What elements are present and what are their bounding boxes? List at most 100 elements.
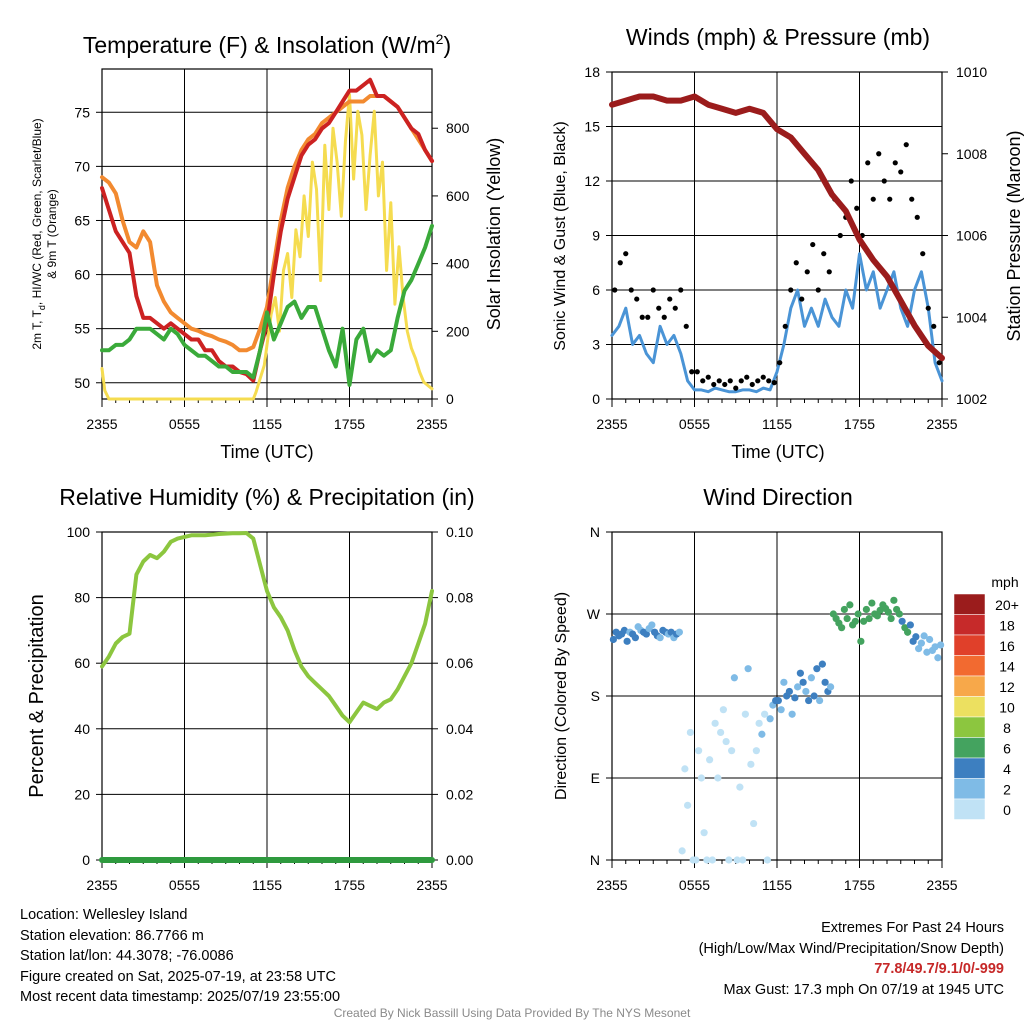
plot-area-2: 2355 0555 1155 1755 2355 0 20 40 60 80 100 0.00 0.02… <box>67 524 474 893</box>
legend-label: 18 <box>999 618 1015 634</box>
data-point <box>727 378 733 384</box>
x-tick-label: 2355 <box>596 877 627 893</box>
data-point <box>623 251 629 257</box>
data-point <box>683 323 689 329</box>
direction-point <box>802 687 810 696</box>
y-tick-label: 80 <box>74 590 90 606</box>
wdir-chart-title: Wind Direction <box>703 484 853 510</box>
x-tick-label: 2355 <box>596 416 627 432</box>
direction-point <box>904 628 912 636</box>
y-tick-label: 12 <box>584 173 600 189</box>
wind-x-axis-label: Time (UTC) <box>731 442 824 462</box>
direction-point <box>865 614 873 623</box>
y-tick-label: N <box>590 524 600 540</box>
y-tick-label: 55 <box>74 321 90 337</box>
x-tick-label: 2355 <box>926 416 957 432</box>
direction-point <box>711 719 719 727</box>
y-tick-label: 6 <box>592 282 600 298</box>
direction-point <box>876 606 884 614</box>
x-tick-label: 2355 <box>86 877 117 893</box>
direction-point <box>706 756 714 764</box>
direction-point <box>890 596 898 604</box>
data-point <box>694 369 700 375</box>
plot-area-3: 2355 0555 1155 1755 2355 N E S W N <box>587 524 958 893</box>
legend-swatch <box>953 757 986 779</box>
data-point <box>744 374 750 380</box>
legend-swatch <box>953 675 986 697</box>
y-tick-label: W <box>587 606 601 622</box>
y-tick-label: 0 <box>592 391 600 407</box>
direction-point <box>719 706 727 714</box>
data-point <box>628 287 634 293</box>
y-tick-label: E <box>591 770 600 786</box>
direction-point <box>821 678 829 686</box>
data-point <box>634 296 640 302</box>
direction-point <box>851 617 859 625</box>
x-tick-label: 0555 <box>679 416 710 432</box>
direction-point <box>755 719 763 727</box>
data-point <box>821 251 827 257</box>
direction-point <box>799 678 807 686</box>
direction-point <box>937 641 945 649</box>
y-tick-label: 70 <box>74 158 90 174</box>
data-point <box>722 381 728 388</box>
data-point <box>903 142 909 148</box>
y-tick-label: 65 <box>74 212 90 228</box>
direction-point <box>684 801 692 809</box>
y2-tick-label: 1004 <box>956 309 987 325</box>
data-point <box>656 305 662 311</box>
direction-point <box>794 683 802 691</box>
plot-border <box>101 68 433 400</box>
data-point <box>612 287 618 293</box>
x-tick-label: 2355 <box>416 416 447 432</box>
data-point <box>738 378 744 384</box>
y-tick-label: 40 <box>74 721 90 737</box>
data-point <box>617 260 623 266</box>
rh-y-axis-label: Percent & Precipitation <box>26 594 48 797</box>
y-tick-label: 60 <box>74 267 90 283</box>
direction-point <box>717 728 725 737</box>
plot-area-0: 2355 0555 1155 1755 2355 50 55 60 65 70 75 0 200 400 6… <box>74 68 470 432</box>
direction-point <box>642 630 650 638</box>
data-point <box>766 378 772 384</box>
extremes-info: Extremes For Past 24 Hours (High/Low/Max… <box>699 918 1004 1000</box>
figure-created: Figure created on Sat, 2025-07-19, at 23… <box>20 968 336 985</box>
direction-point <box>915 645 923 653</box>
legend-label: 4 <box>1003 761 1011 777</box>
direction-point <box>788 710 796 718</box>
data-point <box>793 260 799 266</box>
y-tick-label: 75 <box>74 104 90 120</box>
direction-point <box>807 674 815 682</box>
direction-point <box>774 696 782 705</box>
extremes-description: (High/Low/Max Wind/Precipitation/Snow De… <box>698 940 1004 957</box>
ylabel-subscript: d <box>37 305 47 310</box>
legend-label: 8 <box>1003 720 1011 736</box>
direction-point <box>752 747 760 755</box>
rh-chart-title: Relative Humidity (%) & Precipitation (i… <box>59 484 474 510</box>
y2-tick-label: 1008 <box>956 146 987 162</box>
x-tick-label: 2355 <box>416 877 447 893</box>
y-tick-label: 50 <box>74 375 90 391</box>
data-point <box>760 374 766 380</box>
direction-point <box>923 648 931 656</box>
series-line <box>100 531 434 725</box>
direction-point <box>620 626 628 635</box>
data-point <box>854 205 860 211</box>
data-point <box>837 232 843 239</box>
data-point <box>876 151 882 157</box>
legend-label: 20+ <box>995 597 1019 613</box>
legend-swatch <box>953 716 986 738</box>
y-tick-label: 100 <box>67 524 91 540</box>
latest-timestamp: Most recent data timestamp: 2025/07/19 2… <box>20 989 341 1005</box>
direction-point <box>898 617 906 625</box>
direction-point <box>843 614 851 623</box>
legend-swatch <box>953 778 986 800</box>
direction-point <box>708 856 716 864</box>
data-point <box>870 196 876 202</box>
x-tick-label: 1755 <box>844 416 875 432</box>
extremes-title: Extremes For Past 24 Hours <box>821 920 1004 936</box>
x-tick-label: 0555 <box>679 877 710 893</box>
data-point <box>700 378 706 384</box>
data-point <box>782 323 788 329</box>
direction-point <box>884 608 892 616</box>
